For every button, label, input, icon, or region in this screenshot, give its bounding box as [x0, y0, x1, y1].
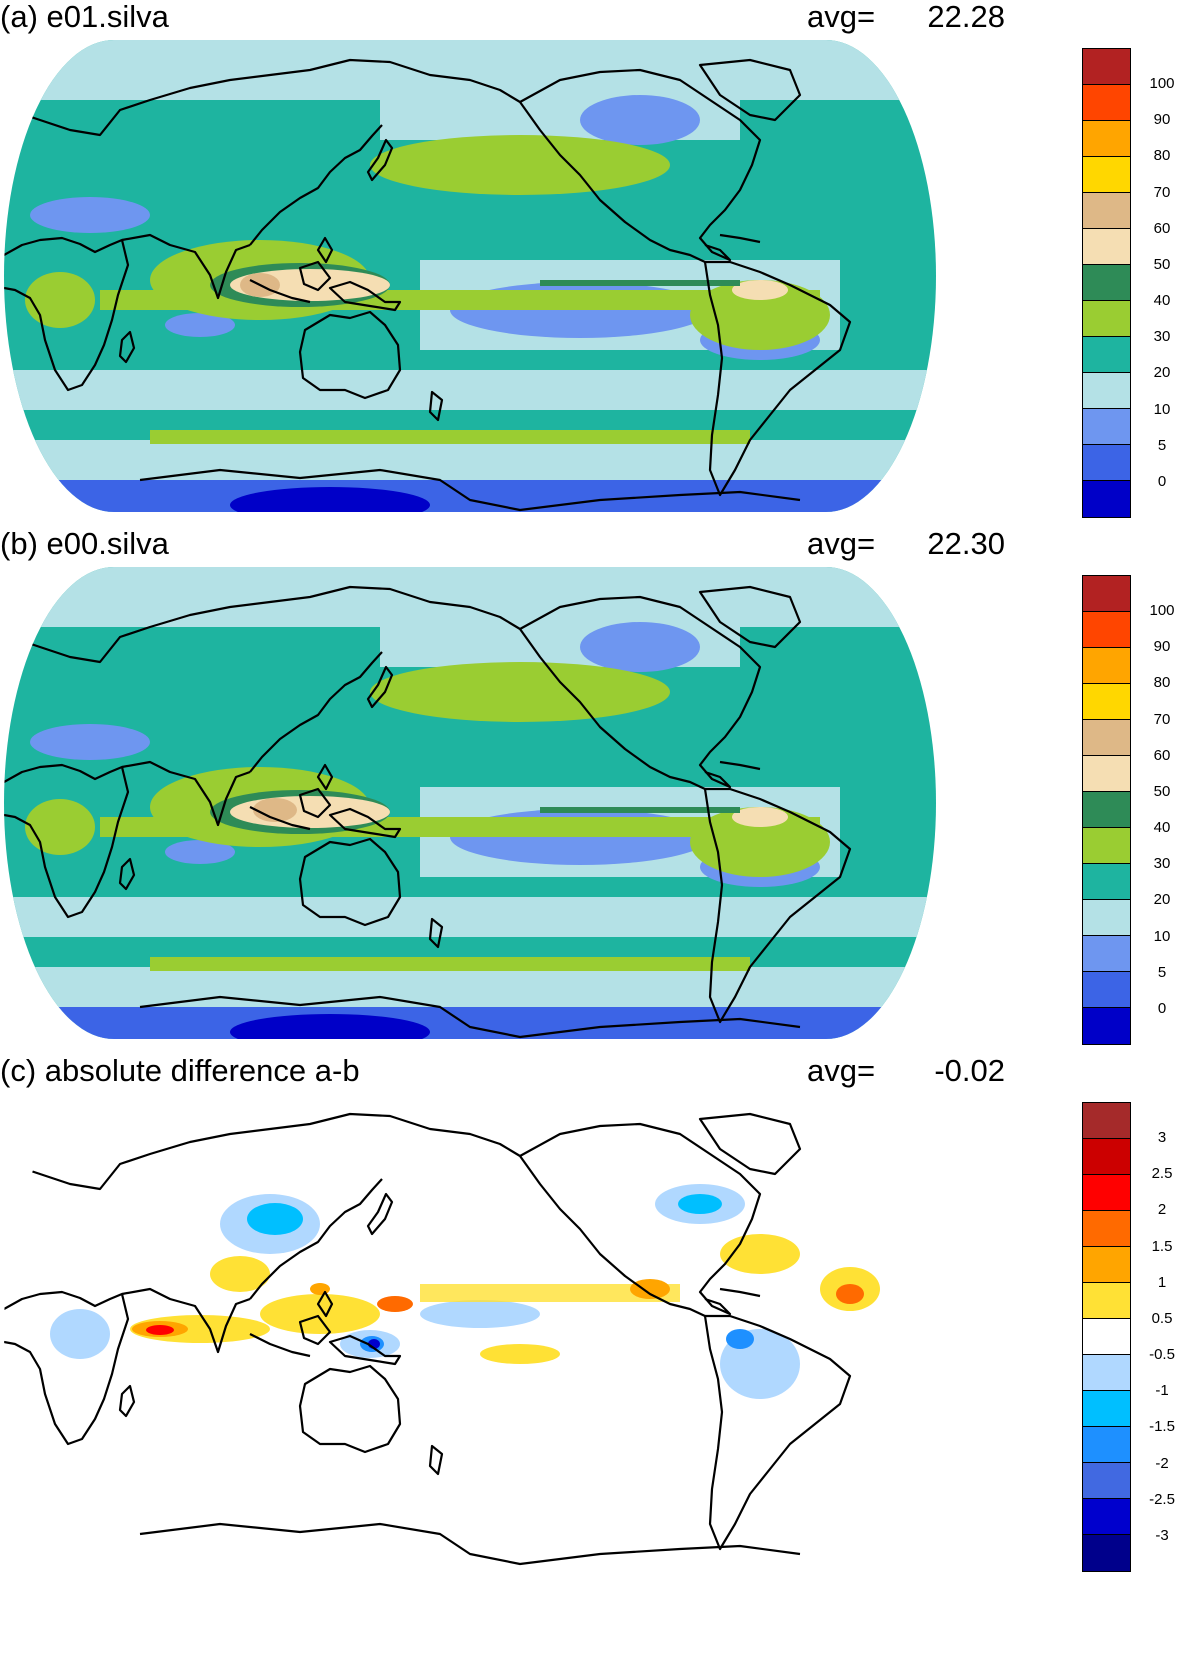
colorbar-swatch	[1083, 972, 1130, 1008]
colorbar-swatch	[1083, 792, 1130, 828]
colorbar-swatch	[1083, 684, 1130, 720]
colorbar-swatch	[1083, 1175, 1130, 1211]
colorbar-tick-label: 40	[1153, 819, 1171, 837]
colorbar-swatch	[1083, 1535, 1130, 1571]
colorbar-tick-label: 50	[1153, 255, 1171, 273]
colorbar-labels: 100 90 80 70 60 50 40 30 20 10 5 0	[1149, 48, 1189, 518]
colorbar-swatch	[1083, 1139, 1130, 1175]
colorbar-swatch	[1083, 1355, 1130, 1391]
avg-label: avg=	[807, 0, 876, 34]
colorbar-swatch	[1083, 445, 1130, 481]
colorbar-swatch	[1083, 648, 1130, 684]
colorbar-tick-label: 10	[1153, 927, 1171, 945]
colorbar-swatch	[1083, 1391, 1130, 1427]
colorbar-swatch	[1083, 576, 1130, 612]
colorbar-swatch	[1083, 193, 1130, 229]
colorbar-swatch	[1083, 900, 1130, 936]
colorbar-tick-label: 50	[1153, 782, 1171, 800]
colorbar-swatch	[1083, 828, 1130, 864]
colorbar-swatch	[1083, 720, 1130, 756]
colorbar-swatch	[1083, 936, 1130, 972]
colorbar-swatch	[1083, 1427, 1130, 1463]
colorbar-tick-label: -2	[1155, 1454, 1169, 1472]
colorbar-labels: 100 90 80 70 60 50 40 30 20 10 5 0	[1149, 575, 1189, 1045]
colorbar-tick-label: -3	[1155, 1526, 1169, 1544]
colorbar-swatch	[1083, 373, 1130, 409]
colorbar-swatch	[1083, 49, 1130, 85]
colorbar-labels: 3 2.5 2 1.5 1 0.5 -0.5 -1 -1.5 -2 -2.5 -3	[1149, 1102, 1189, 1572]
colorbar-tick-label: 100	[1149, 602, 1175, 620]
difference-map	[4, 1094, 936, 1566]
precip-map	[4, 567, 936, 1039]
colorbar	[1082, 1102, 1131, 1572]
colorbar-tick-label: 10	[1153, 400, 1171, 418]
panel-title: (c) absolute difference a-b	[0, 1053, 360, 1088]
precip-map	[4, 40, 936, 512]
colorbar-swatch	[1083, 85, 1130, 121]
colorbar-tick-label: 30	[1153, 328, 1171, 346]
colorbar-tick-label: 2.5	[1151, 1165, 1173, 1183]
colorbar-tick-label: 90	[1153, 638, 1171, 656]
panel-title: (a) e01.silva	[0, 0, 169, 34]
colorbar-tick-label: 60	[1153, 219, 1171, 237]
colorbar	[1082, 48, 1131, 518]
colorbar-tick-label: 0	[1157, 472, 1167, 490]
colorbar-tick-label: 0	[1157, 999, 1167, 1017]
colorbar-tick-label: 20	[1153, 364, 1171, 382]
colorbar-tick-label: 100	[1149, 75, 1175, 93]
colorbar-tick-label: 1.5	[1151, 1237, 1173, 1255]
colorbar-swatch	[1083, 301, 1130, 337]
colorbar-swatch	[1083, 1211, 1130, 1247]
colorbar-swatch	[1083, 1247, 1130, 1283]
colorbar-swatch	[1083, 409, 1130, 445]
colorbar-swatch	[1083, 612, 1130, 648]
colorbar-swatch	[1083, 756, 1130, 792]
colorbar-swatch	[1083, 121, 1130, 157]
colorbar-tick-label: 30	[1153, 855, 1171, 873]
colorbar-tick-label: -1	[1155, 1382, 1169, 1400]
colorbar-tick-label: 70	[1153, 710, 1171, 728]
colorbar-tick-label: 5	[1157, 436, 1167, 454]
colorbar-tick-label: 80	[1153, 674, 1171, 692]
colorbar-tick-label: 60	[1153, 746, 1171, 764]
colorbar-swatch	[1083, 157, 1130, 193]
avg-value: -0.02	[934, 1053, 1005, 1088]
colorbar-swatch	[1083, 265, 1130, 301]
colorbar-tick-label: -1.5	[1149, 1418, 1175, 1436]
colorbar-tick-label: -2.5	[1149, 1490, 1175, 1508]
colorbar-tick-label: 1	[1157, 1273, 1167, 1291]
colorbar-tick-label: 70	[1153, 183, 1171, 201]
colorbar-tick-label: 2	[1157, 1201, 1167, 1219]
colorbar-tick-label: 40	[1153, 292, 1171, 310]
colorbar	[1082, 575, 1131, 1045]
colorbar-swatch	[1083, 1319, 1130, 1355]
colorbar-swatch	[1083, 864, 1130, 900]
colorbar-tick-label: 90	[1153, 111, 1171, 129]
avg-value: 22.30	[927, 526, 1005, 561]
panel-title: (b) e00.silva	[0, 526, 169, 561]
colorbar-tick-label: 5	[1157, 963, 1167, 981]
colorbar-swatch	[1083, 229, 1130, 265]
colorbar-swatch	[1083, 1499, 1130, 1535]
colorbar-swatch	[1083, 1103, 1130, 1139]
colorbar-swatch	[1083, 1283, 1130, 1319]
colorbar-tick-label: 0.5	[1151, 1309, 1173, 1327]
colorbar-tick-label: 20	[1153, 891, 1171, 909]
avg-label: avg=	[807, 1053, 876, 1088]
colorbar-tick-label: 80	[1153, 147, 1171, 165]
colorbar-swatch	[1083, 337, 1130, 373]
colorbar-swatch	[1083, 481, 1130, 517]
colorbar-swatch	[1083, 1008, 1130, 1044]
avg-value: 22.28	[927, 0, 1005, 34]
colorbar-tick-label: 3	[1157, 1129, 1167, 1147]
avg-label: avg=	[807, 526, 876, 561]
colorbar-swatch	[1083, 1463, 1130, 1499]
colorbar-tick-label: -0.5	[1149, 1346, 1175, 1364]
